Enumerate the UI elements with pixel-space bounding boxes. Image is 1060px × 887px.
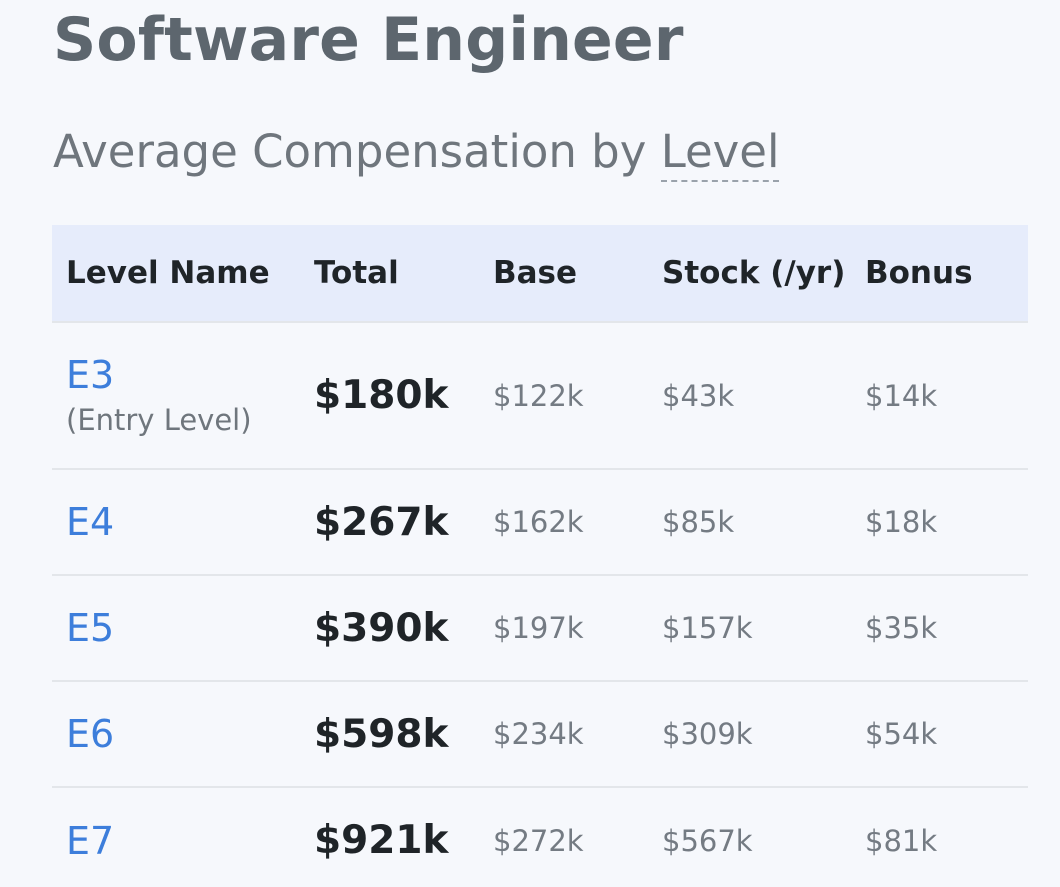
total-cell: $598k bbox=[314, 711, 449, 757]
column-header-base: Base bbox=[493, 255, 578, 291]
table-row: E6 $598k $234k $309k $54k bbox=[52, 681, 1028, 787]
base-cell: $234k bbox=[493, 717, 584, 751]
section-subtitle: Average Compensation by Level bbox=[53, 122, 780, 182]
base-cell: $122k bbox=[493, 378, 584, 413]
bonus-cell: $14k bbox=[865, 378, 938, 413]
bonus-cell: $54k bbox=[865, 717, 938, 751]
column-header-total: Total bbox=[314, 255, 399, 291]
level-definition-term[interactable]: Level bbox=[660, 125, 780, 182]
base-cell: $162k bbox=[493, 505, 584, 539]
level-cell: E4 bbox=[52, 469, 314, 575]
level-note: (Entry Level) bbox=[66, 402, 252, 437]
column-header-stock: Stock (/yr) bbox=[662, 255, 846, 291]
level-cell: E5 bbox=[52, 575, 314, 681]
subtitle-prefix: Average Compensation by bbox=[53, 125, 661, 178]
base-cell: $197k bbox=[493, 611, 584, 645]
level-cell: E7 bbox=[52, 787, 314, 887]
table-row: E3 (Entry Level) $180k $122k $43k $14k bbox=[52, 322, 1028, 469]
table-header-row: Level Name Total Base Stock (/yr) Bonus bbox=[52, 225, 1028, 322]
total-cell: $390k bbox=[314, 605, 449, 651]
column-header-level-name: Level Name bbox=[66, 255, 270, 291]
stock-cell: $567k bbox=[662, 823, 753, 858]
level-link-e7[interactable]: E7 bbox=[66, 818, 115, 863]
level-cell: E6 bbox=[52, 681, 314, 787]
stock-cell: $157k bbox=[662, 611, 753, 645]
page-title: Software Engineer bbox=[53, 5, 684, 75]
level-link-e4[interactable]: E4 bbox=[66, 500, 115, 544]
total-cell: $180k bbox=[314, 373, 449, 418]
total-cell: $267k bbox=[314, 499, 449, 545]
bonus-cell: $81k bbox=[865, 823, 938, 858]
level-link-e6[interactable]: E6 bbox=[66, 712, 115, 756]
table-row: E5 $390k $197k $157k $35k bbox=[52, 575, 1028, 681]
level-link-e5[interactable]: E5 bbox=[66, 606, 115, 650]
bonus-cell: $18k bbox=[865, 505, 938, 539]
base-cell: $272k bbox=[493, 823, 584, 858]
stock-cell: $309k bbox=[662, 717, 753, 751]
level-link-e3[interactable]: E3 bbox=[66, 352, 115, 397]
column-header-bonus: Bonus bbox=[865, 255, 973, 291]
level-cell: E3 (Entry Level) bbox=[52, 322, 314, 469]
table-row: E7 $921k $272k $567k $81k bbox=[52, 787, 1028, 887]
table-row: E4 $267k $162k $85k $18k bbox=[52, 469, 1028, 575]
stock-cell: $85k bbox=[662, 505, 735, 539]
compensation-table: Level Name Total Base Stock (/yr) Bonus … bbox=[52, 225, 1028, 887]
total-cell: $921k bbox=[314, 818, 449, 863]
stock-cell: $43k bbox=[662, 378, 735, 413]
bonus-cell: $35k bbox=[865, 611, 938, 645]
